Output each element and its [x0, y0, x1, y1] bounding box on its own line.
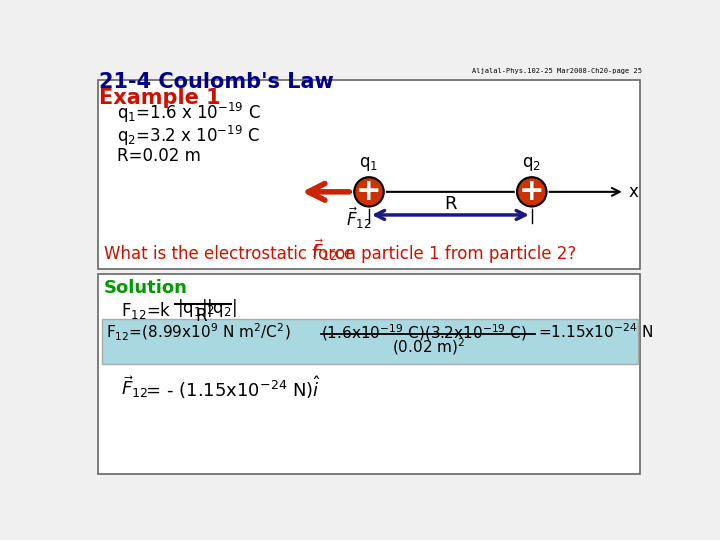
Text: on particle 1 from particle 2?: on particle 1 from particle 2?: [330, 245, 577, 262]
FancyBboxPatch shape: [98, 274, 640, 475]
Text: What is the electrostatic force: What is the electrostatic force: [104, 245, 359, 262]
Text: F$_{12}$=(8.99x10$^9$ N m$^2$/C$^2$): F$_{12}$=(8.99x10$^9$ N m$^2$/C$^2$): [106, 322, 292, 343]
Text: (0.02 m)$^2$: (0.02 m)$^2$: [392, 336, 466, 356]
Text: x: x: [629, 183, 639, 201]
Text: q$_1$: q$_1$: [359, 154, 379, 173]
Text: R$^2$: R$^2$: [194, 306, 215, 326]
Text: =1.15x10$^{-24}$ N: =1.15x10$^{-24}$ N: [538, 322, 653, 341]
Text: Example 1: Example 1: [99, 88, 221, 108]
FancyBboxPatch shape: [102, 319, 638, 363]
FancyBboxPatch shape: [98, 80, 640, 269]
Circle shape: [353, 176, 385, 208]
Text: $\vec{F}_{12}$: $\vec{F}_{12}$: [346, 206, 371, 231]
Circle shape: [517, 177, 546, 206]
Text: R=0.02 m: R=0.02 m: [117, 147, 201, 165]
Text: Solution: Solution: [104, 279, 188, 297]
Circle shape: [354, 177, 384, 206]
Text: $\vec{F}_{12}$: $\vec{F}_{12}$: [121, 374, 148, 400]
Text: q$_2$=3.2 x 10$^{-19}$ C: q$_2$=3.2 x 10$^{-19}$ C: [117, 124, 260, 148]
Text: F$_{12}$=k: F$_{12}$=k: [121, 300, 171, 321]
Text: $\vec{F}_{12}$: $\vec{F}_{12}$: [312, 237, 337, 262]
Text: 21-4 Coulomb's Law: 21-4 Coulomb's Law: [99, 72, 334, 92]
Text: q$_2$: q$_2$: [522, 154, 541, 173]
Circle shape: [516, 176, 548, 208]
Text: = - (1.15x10$^{-24}$ N)$\hat{i}$: = - (1.15x10$^{-24}$ N)$\hat{i}$: [140, 374, 321, 401]
Text: q$_1$=1.6 x 10$^{-19}$ C: q$_1$=1.6 x 10$^{-19}$ C: [117, 101, 261, 125]
Text: +: +: [519, 177, 544, 206]
Text: Aljalal-Phys.102-25 Mar2008-Ch20-page 25: Aljalal-Phys.102-25 Mar2008-Ch20-page 25: [472, 68, 642, 74]
Text: (1.6x10$^{-19}$ C)(3.2x10$^{-19}$ C): (1.6x10$^{-19}$ C)(3.2x10$^{-19}$ C): [321, 322, 527, 343]
Text: |q$_1$||q$_2$|: |q$_1$||q$_2$|: [177, 296, 236, 319]
Text: +: +: [356, 177, 382, 206]
Text: R: R: [444, 195, 456, 213]
